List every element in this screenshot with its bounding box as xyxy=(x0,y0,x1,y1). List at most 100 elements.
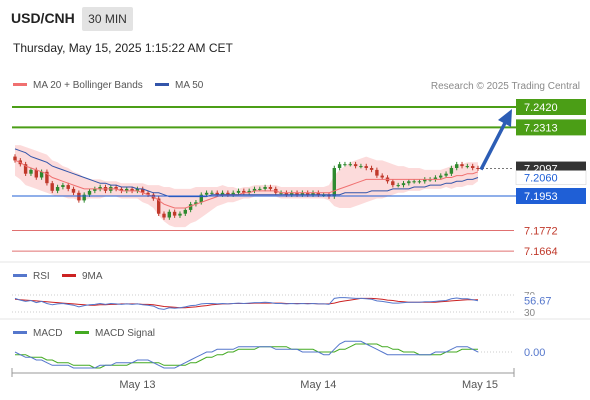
candle xyxy=(423,177,427,184)
candle xyxy=(66,182,70,192)
candle xyxy=(348,161,352,167)
candle xyxy=(98,184,102,192)
candle xyxy=(236,188,241,196)
rsi-line xyxy=(14,297,479,310)
candle xyxy=(396,182,400,188)
candle xyxy=(332,165,336,199)
rsi-value-label: 56.67 xyxy=(524,296,552,308)
candle xyxy=(369,165,374,173)
macd-swatch xyxy=(13,330,27,334)
macd-signal-swatch xyxy=(75,330,89,334)
candle xyxy=(449,165,454,176)
candle xyxy=(460,161,464,169)
candle xyxy=(194,200,198,207)
resistance-label: 7.2313 xyxy=(524,122,558,134)
candle xyxy=(119,186,124,194)
legend-rsi: RSI xyxy=(13,271,50,282)
legend-rsi-ma-label: 9MA xyxy=(82,271,103,282)
resistance-tag xyxy=(516,99,586,115)
candle xyxy=(433,175,438,182)
chart-datetime: Thursday, May 15, 2025 1:15:22 AM CET xyxy=(13,41,233,55)
candle xyxy=(71,186,76,196)
legend-macd-signal-label: MACD Signal xyxy=(95,328,156,339)
candle xyxy=(55,184,60,194)
candle xyxy=(476,165,480,171)
candle xyxy=(188,201,193,213)
candle xyxy=(141,186,145,196)
legend-ma50: MA 50 xyxy=(155,80,203,91)
candle xyxy=(375,167,379,178)
legend-ma20: MA 20 + Bollinger Bands xyxy=(13,80,143,91)
candle xyxy=(444,171,448,178)
legend-macd: MACD xyxy=(13,328,62,339)
candle xyxy=(82,192,86,203)
candle xyxy=(391,179,395,188)
legend-rsi-label: RSI xyxy=(33,271,50,282)
candle xyxy=(343,161,347,167)
candle xyxy=(157,196,161,217)
candle xyxy=(380,173,384,180)
candle xyxy=(162,211,166,220)
candle xyxy=(439,173,443,180)
candle xyxy=(167,209,171,220)
candle xyxy=(455,161,459,171)
candle xyxy=(130,186,134,194)
ma20-swatch xyxy=(13,82,27,86)
candle xyxy=(172,209,177,218)
candle xyxy=(77,190,81,203)
candle xyxy=(61,182,65,190)
candle xyxy=(252,186,257,194)
current-price-label: 7.2060 xyxy=(524,173,558,185)
candle xyxy=(183,207,187,217)
bollinger-bands xyxy=(15,145,478,228)
x-tick-label: May 13 xyxy=(119,379,155,391)
rsi-tick-label: 30 xyxy=(524,308,536,319)
candle xyxy=(178,211,182,218)
ma20-line xyxy=(14,159,479,209)
legend-macd-label: MACD xyxy=(33,328,63,339)
macd-line xyxy=(14,340,479,369)
candle xyxy=(29,167,33,176)
candle xyxy=(13,154,17,163)
candle xyxy=(93,186,97,194)
rsi-swatch xyxy=(13,273,27,277)
candle xyxy=(135,186,140,194)
candle xyxy=(45,169,49,186)
forecast-arrow xyxy=(479,122,507,171)
symbol-title: USD/CNH xyxy=(11,10,75,26)
legend-macd-signal: MACD Signal xyxy=(75,328,155,339)
macd-value-label: 0.00 xyxy=(524,347,545,359)
resistance-tag xyxy=(516,119,586,136)
candle xyxy=(353,161,358,169)
rsi-ma-swatch xyxy=(62,273,76,277)
candle xyxy=(23,161,28,176)
rsi-value-bg xyxy=(518,294,558,307)
forecast-arrow-head xyxy=(498,109,512,127)
candle xyxy=(39,169,44,180)
research-credit: Research © 2025 Trading Central xyxy=(430,81,580,92)
candle xyxy=(242,188,246,196)
candle xyxy=(263,184,267,192)
legend-ma50-label: MA 50 xyxy=(175,80,204,91)
support-label: 7.1772 xyxy=(524,225,558,237)
candle xyxy=(359,163,363,169)
candle xyxy=(471,163,475,171)
current-price-tag xyxy=(515,170,587,185)
pivot-label: 7.1953 xyxy=(524,191,558,203)
candle xyxy=(401,180,406,188)
resistance-label: 7.2420 xyxy=(524,102,558,114)
ma50-swatch xyxy=(155,82,169,86)
candle xyxy=(125,186,129,194)
ma50-line xyxy=(14,148,479,198)
x-tick-label: May 14 xyxy=(300,379,336,391)
legend-rsi-ma: 9MA xyxy=(62,271,103,282)
x-tick-label: May 15 xyxy=(462,379,498,391)
candle xyxy=(465,163,469,169)
candle xyxy=(337,161,342,171)
candle xyxy=(247,188,251,196)
support-label: 7.1664 xyxy=(524,246,558,258)
macd-signal-line xyxy=(15,343,478,369)
timeframe-button[interactable]: 30 MIN xyxy=(82,7,133,31)
candle xyxy=(268,184,273,192)
